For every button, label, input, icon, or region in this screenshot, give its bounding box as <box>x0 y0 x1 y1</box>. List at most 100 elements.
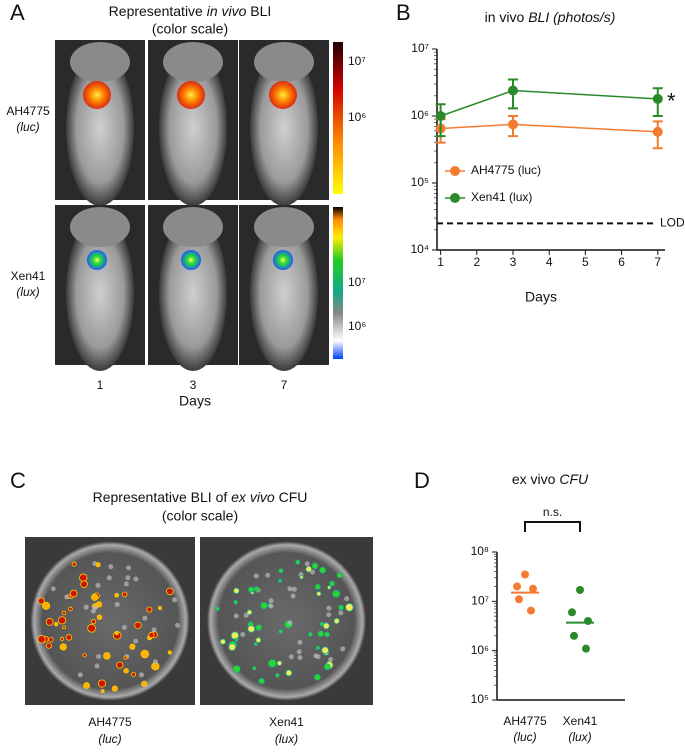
colony <box>285 669 293 677</box>
x-tick-label: AH4775 <box>503 714 547 728</box>
colony <box>123 668 129 674</box>
colony <box>62 625 66 630</box>
colony-white <box>92 604 98 610</box>
colony <box>333 617 340 625</box>
colony <box>71 561 77 567</box>
colony <box>258 678 265 685</box>
colony <box>315 645 320 650</box>
colony <box>111 685 118 692</box>
colony-white <box>326 605 332 611</box>
panel-title: Representative in vivo BLI <box>109 3 272 19</box>
colony <box>87 623 96 633</box>
colony-white <box>340 646 346 652</box>
colony-white <box>171 597 177 603</box>
colony <box>317 630 324 637</box>
colony <box>59 636 65 641</box>
panel-title-part: Representative BLI of <box>93 489 232 505</box>
colorbar-tick-label: 10⁶ <box>348 110 366 124</box>
series-line <box>440 123 658 133</box>
colony <box>140 649 150 659</box>
colony-white <box>240 632 246 638</box>
colony-white <box>328 657 334 663</box>
colony-white <box>106 575 112 581</box>
colony <box>299 575 304 580</box>
data-point <box>652 126 663 137</box>
colony-white <box>297 639 303 645</box>
data-point <box>652 93 663 104</box>
colony-white <box>94 663 100 669</box>
colony <box>167 650 172 655</box>
colony-white <box>338 610 344 616</box>
colony-white <box>83 604 89 610</box>
colony <box>253 642 258 646</box>
colony <box>48 636 54 643</box>
colony <box>157 606 162 610</box>
legend-marker <box>450 166 460 176</box>
colony <box>314 673 321 681</box>
colony <box>305 565 312 573</box>
colony <box>276 660 283 666</box>
plate-tag: (luc) <box>98 732 121 746</box>
colony <box>327 585 332 590</box>
data-point <box>570 631 578 640</box>
y-tick-label: 10⁷ <box>471 594 489 608</box>
panel-title-part: BLI <box>246 3 271 19</box>
panel-label: D <box>414 468 430 493</box>
colony-white <box>291 586 297 592</box>
data-point <box>515 595 523 604</box>
colony-white <box>121 624 127 630</box>
plate-label: AH4775 <box>88 715 132 729</box>
colony-white <box>133 576 139 582</box>
bli-signal <box>83 81 111 109</box>
annotation: n.s. <box>543 505 562 519</box>
colony <box>338 604 344 611</box>
chart-title-part: BLI (photos/s) <box>524 9 615 25</box>
colony <box>37 635 46 644</box>
panel-title-part: in vivo <box>207 3 247 19</box>
colony <box>246 609 253 616</box>
annotation: * <box>667 89 676 114</box>
colony-white <box>326 612 332 618</box>
chart-title: in vivo BLI (photos/s) <box>485 9 616 25</box>
colony <box>103 652 111 660</box>
colony <box>319 621 325 627</box>
row-label: Xen41 <box>11 269 46 283</box>
data-point <box>584 616 592 625</box>
colony-white <box>253 573 259 579</box>
mouse-body <box>66 50 134 206</box>
x-tick-label: 1 <box>437 255 444 269</box>
colony <box>131 671 137 677</box>
data-point <box>508 119 518 130</box>
colony-white <box>296 649 302 655</box>
mouse-body <box>66 215 134 371</box>
x-tick-label: 4 <box>546 255 553 269</box>
x-tick-label: 2 <box>473 255 480 269</box>
colony-white <box>344 596 350 602</box>
colony <box>114 631 119 636</box>
chart-title-part: CFU <box>555 471 589 487</box>
colony-white <box>288 654 294 660</box>
x-tick-label: Xen41 <box>563 714 598 728</box>
x-tick-label: 3 <box>510 255 517 269</box>
colony <box>91 593 99 601</box>
colony <box>234 637 239 642</box>
colony <box>228 643 236 651</box>
x-tick-label: 6 <box>618 255 625 269</box>
colony-white <box>133 638 139 644</box>
colony-white <box>175 622 181 628</box>
chart-title: ex vivo CFU <box>512 471 589 487</box>
colony <box>215 606 220 611</box>
colony <box>345 603 354 612</box>
colony <box>336 572 343 579</box>
colony-white <box>151 627 157 633</box>
mouse-head <box>70 42 130 82</box>
colony-white <box>297 654 303 660</box>
colony <box>129 643 136 650</box>
colony <box>308 632 313 637</box>
colony <box>219 638 226 645</box>
mouse-body <box>250 215 318 371</box>
colony <box>90 619 97 625</box>
colony <box>252 666 257 671</box>
data-point <box>576 585 584 594</box>
colony-white <box>114 601 120 607</box>
